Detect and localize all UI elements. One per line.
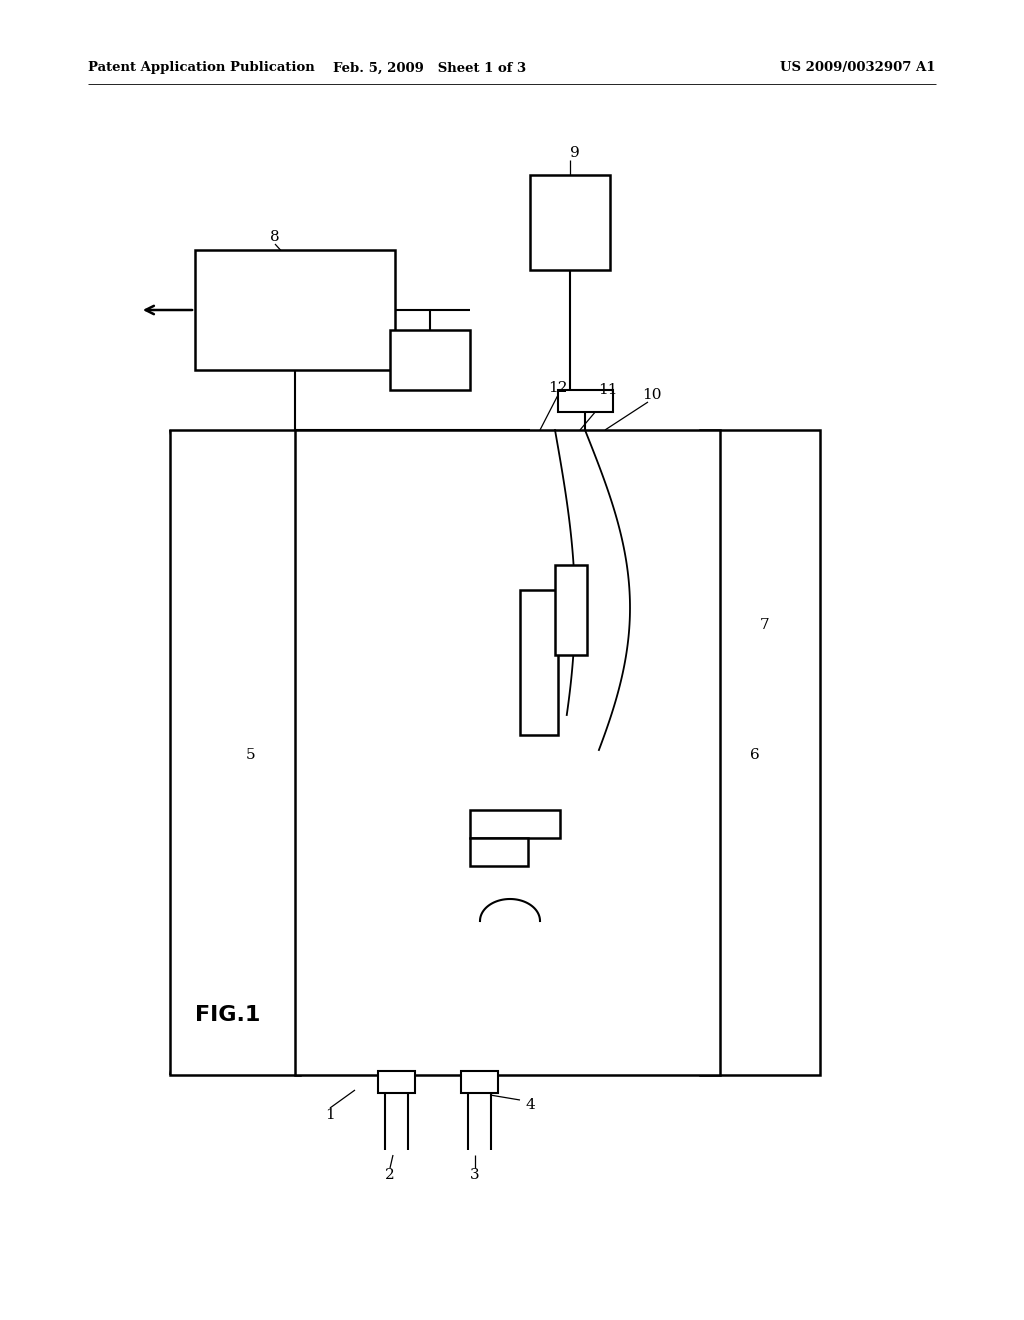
Text: 9: 9	[570, 147, 580, 160]
Text: 1: 1	[326, 1107, 335, 1122]
Text: Patent Application Publication: Patent Application Publication	[88, 62, 314, 74]
Bar	[470, 838, 528, 866]
Text: 12: 12	[548, 381, 567, 395]
Text: 7: 7	[760, 618, 770, 632]
Text: 10: 10	[642, 388, 662, 403]
Bar	[520, 590, 558, 735]
Text: 8: 8	[270, 230, 280, 244]
Text: 6: 6	[750, 748, 760, 762]
Text: 5: 5	[246, 748, 255, 762]
Bar	[461, 1071, 498, 1093]
Bar	[170, 430, 300, 1074]
Text: US 2009/0032907 A1: US 2009/0032907 A1	[780, 62, 936, 74]
Text: FIG.1: FIG.1	[195, 1005, 260, 1026]
Bar	[195, 249, 395, 370]
Bar	[295, 430, 720, 1074]
Bar	[700, 430, 820, 1074]
Bar	[530, 176, 610, 271]
Text: 4: 4	[525, 1098, 535, 1111]
Bar	[555, 565, 587, 655]
Text: 3: 3	[470, 1168, 480, 1181]
Bar	[378, 1071, 415, 1093]
Text: 11: 11	[598, 383, 617, 397]
Bar	[558, 389, 613, 412]
Bar	[470, 810, 560, 838]
Bar	[390, 330, 470, 389]
Text: Feb. 5, 2009   Sheet 1 of 3: Feb. 5, 2009 Sheet 1 of 3	[334, 62, 526, 74]
Text: 2: 2	[385, 1168, 395, 1181]
